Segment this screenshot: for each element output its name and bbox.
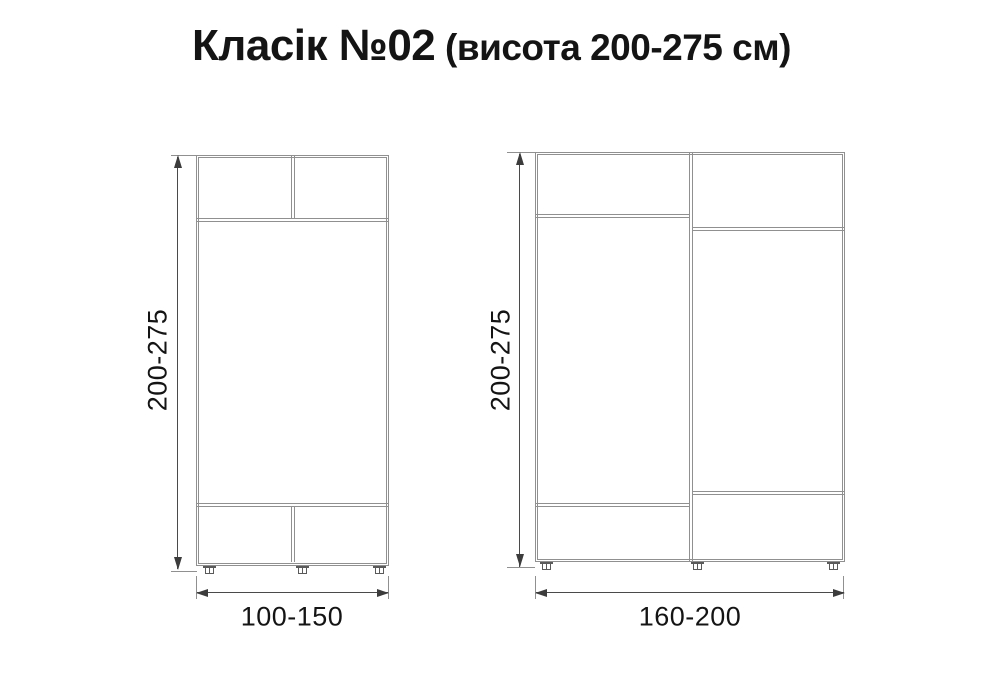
width-dimension-label: 100-150 [240, 601, 344, 632]
arrow-down-icon [516, 554, 524, 567]
foot-glide [296, 566, 309, 576]
foot-glide [203, 566, 216, 576]
left-top-shelf-line [536, 214, 689, 218]
page-title: Класік №02 (висота 200-275 см) [0, 21, 983, 70]
foot-tick [379, 568, 380, 574]
width-dimension-line [197, 592, 388, 593]
top-shelf-line [197, 218, 388, 222]
extension-line [171, 571, 197, 572]
foot-tick [697, 564, 698, 570]
height-dimension-line [177, 157, 178, 569]
height-dimension-line [519, 154, 520, 567]
arrow-up-icon [174, 155, 182, 168]
foot-tick [546, 564, 547, 570]
extension-line [388, 576, 389, 599]
wardrobe-small-outline [196, 155, 389, 566]
center-divider-line [689, 153, 693, 561]
height-dimension-label: 200-275 [485, 308, 516, 412]
arrow-right-icon [833, 589, 845, 597]
extension-line [843, 576, 844, 599]
foot-glide [691, 562, 704, 572]
foot-glide [540, 562, 553, 572]
bottom-shelf-line [197, 503, 388, 507]
arrow-right-icon [377, 589, 389, 597]
extension-line [535, 576, 536, 599]
extension-line [196, 576, 197, 599]
right-top-shelf-line [693, 227, 844, 231]
arrow-left-icon [196, 589, 208, 597]
extension-line [507, 567, 535, 568]
arrow-left-icon [535, 589, 547, 597]
arrow-up-icon [516, 152, 524, 165]
foot-glide [827, 562, 840, 572]
foot-tick [302, 568, 303, 574]
foot-glide [373, 566, 386, 576]
arrow-down-icon [174, 557, 182, 570]
top-divider-line [291, 156, 295, 218]
page-title-height-range: (висота 200-275 см) [435, 27, 791, 68]
width-dimension-line [536, 592, 844, 593]
width-dimension-label: 160-200 [638, 601, 742, 632]
extension-line [171, 155, 197, 156]
foot-tick [833, 564, 834, 570]
foot-tick [209, 568, 210, 574]
height-dimension-label: 200-275 [142, 308, 173, 412]
left-bottom-shelf-line [536, 503, 689, 507]
page-title-product: Класік №02 [192, 21, 436, 70]
bottom-divider-line [291, 507, 295, 562]
wardrobe-large-outline [535, 152, 845, 562]
right-bottom-shelf-line [693, 491, 844, 495]
